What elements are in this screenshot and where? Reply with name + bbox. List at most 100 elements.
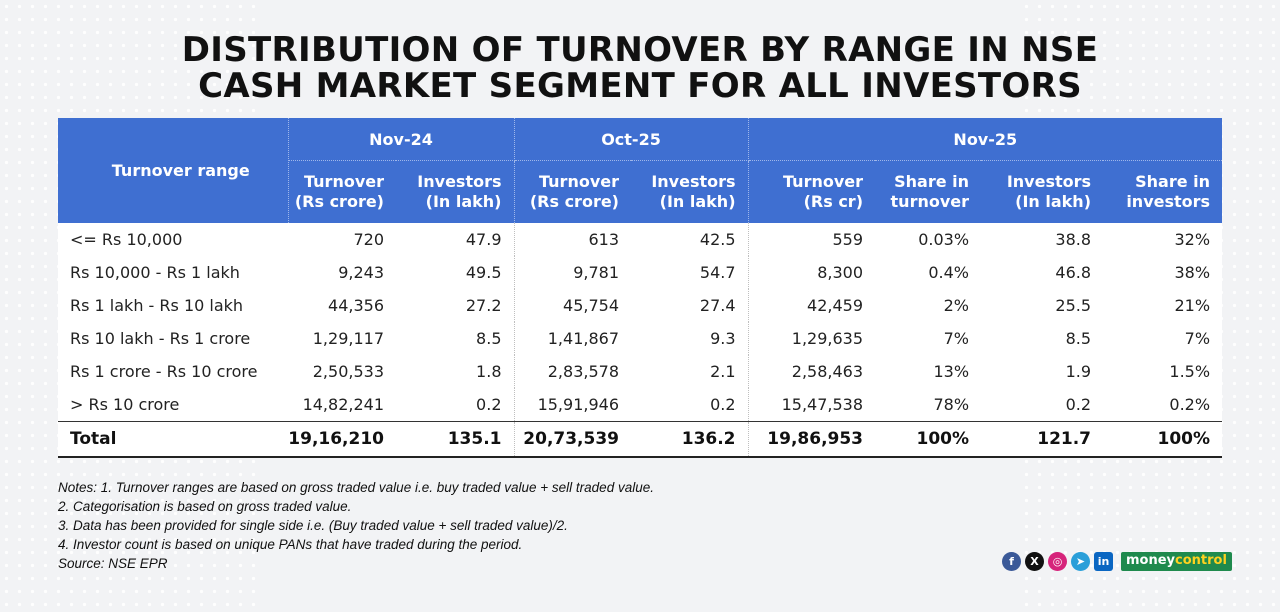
column-header-line2: (In lakh) [659,192,736,211]
table-row: Rs 1 crore - Rs 10 crore 2,50,533 1.8 2,83,… [58,355,1223,388]
column-header-line1: Investors [651,172,736,191]
table-cell: 2% [875,289,982,322]
facebook-icon[interactable]: f [1002,551,1021,571]
table-cell: 9.3 [631,322,749,355]
table-cell: 1.8 [396,355,515,388]
x-icon[interactable]: X [1025,551,1044,571]
table-cell: 8.5 [396,322,515,355]
row-label: <= Rs 10,000 [58,223,288,256]
column-header-7: Share in investors [1103,160,1223,223]
column-header-line1: Turnover [783,172,864,191]
note-line: 3. Data has been provided for single sid… [58,518,568,533]
table-cell: 47.9 [396,223,515,256]
table-cell: 45,754 [514,289,631,322]
column-header-line2: turnover [890,192,970,211]
group-header-nov25: Nov-25 [748,118,1223,161]
table-cell: 7% [875,322,982,355]
table-cell: 9,243 [288,256,396,289]
table-cell: 100% [875,421,982,458]
title-line-2: CASH MARKET SEGMENT FOR ALL INVESTORS [198,66,1082,106]
table-cell: 8,300 [748,256,876,289]
row-label: Rs 1 lakh - Rs 10 lakh [58,289,288,322]
telegram-icon[interactable]: ➤ [1071,551,1090,571]
table-row: <= Rs 10,000 720 47.9 613 42.5 559 0.03% 38.8 32… [58,223,1223,256]
column-header-line1: Investors [1006,172,1092,191]
moneycontrol-logo[interactable]: moneycontrol [1121,551,1232,571]
table-cell: 20,73,539 [514,421,631,458]
table-cell: 27.4 [631,289,749,322]
column-header-row: Turnover (Rs crore) Investors (In lakh) Turn… [58,160,1223,223]
column-header-line2: (Rs crore) [529,192,619,211]
table-cell: 613 [514,223,631,256]
table-cell: 13% [875,355,982,388]
table-cell: 0.4% [875,256,982,289]
social-bar: f X ◎ ➤ in moneycontrol [1002,550,1232,572]
row-label: > Rs 10 crore [58,388,288,422]
title-line-1: DISTRIBUTION OF TURNOVER BY RANGE IN NSE [181,30,1099,70]
column-header-1: Investors (In lakh) [396,160,515,223]
table-cell: 54.7 [631,256,749,289]
table-cell: 2.1 [631,355,749,388]
table-cell: 8.5 [981,322,1104,355]
column-header-line2: (In lakh) [1015,192,1092,211]
table-cell: 46.8 [981,256,1104,289]
table-cell: 2,83,578 [514,355,631,388]
turnover-table: Turnover range Nov-24 Oct-25 Nov-25 Turn… [58,118,1223,458]
instagram-icon[interactable]: ◎ [1048,551,1067,571]
column-header-5: Share in turnover [875,160,982,223]
table-cell: 38% [1103,256,1223,289]
table-row: Rs 10 lakh - Rs 1 crore 1,29,117 8.5 1,41,8… [58,322,1223,355]
table-cell: 1,29,635 [748,322,876,355]
column-header-2: Turnover (Rs crore) [514,160,631,223]
table-cell: 2,58,463 [748,355,876,388]
row-header: Turnover range [58,118,289,223]
group-header-oct25: Oct-25 [514,118,749,161]
column-header-line2: (Rs crore) [294,192,384,211]
column-header-line1: Turnover [304,172,384,191]
table-cell: 1,29,117 [288,322,396,355]
column-header-6: Investors (In lakh) [981,160,1104,223]
table-cell: 100% [1103,421,1223,458]
column-header-0: Turnover (Rs crore) [288,160,396,223]
table-cell: 136.2 [631,421,749,458]
column-header-line2: investors [1126,192,1211,211]
table-cell: 0.2% [1103,388,1223,422]
column-header-line1: Turnover [539,172,619,191]
page-title: DISTRIBUTION OF TURNOVER BY RANGE IN NSE… [0,32,1280,104]
group-header-nov24: Nov-24 [288,118,515,161]
table-cell: 78% [875,388,982,422]
table-cell: 42.5 [631,223,749,256]
notes-block: Notes: 1. Turnover ranges are based on g… [58,478,858,573]
table-cell: 15,91,946 [514,388,631,422]
source-line: Source: NSE EPR [58,556,168,571]
column-header-line1: Share in [894,172,970,191]
table-cell: 32% [1103,223,1223,256]
column-header-3: Investors (In lakh) [631,160,749,223]
table-row: Rs 10,000 - Rs 1 lakh 9,243 49.5 9,781 54.7 8… [58,256,1223,289]
linkedin-icon[interactable]: in [1094,551,1113,571]
column-header-line2: (Rs cr) [803,192,864,211]
row-label: Rs 1 crore - Rs 10 crore [58,355,288,388]
note-line: 4. Investor count is based on unique PAN… [58,537,523,552]
table-cell: 0.2 [396,388,515,422]
logo-part-2: control [1175,552,1227,568]
table-cell: 44,356 [288,289,396,322]
table-cell: 1.5% [1103,355,1223,388]
row-label: Total [58,421,288,458]
turnover-table-container: Turnover range Nov-24 Oct-25 Nov-25 Turn… [58,118,1223,458]
column-header-line1: Investors [417,172,502,191]
note-line: 2. Categorisation is based on gross trad… [58,499,352,514]
logo-part-1: money [1126,552,1176,568]
note-line: Notes: 1. Turnover ranges are based on g… [58,480,654,495]
column-header-line2: (In lakh) [425,192,502,211]
table-cell: 14,82,241 [288,388,396,422]
table-cell: 25.5 [981,289,1104,322]
table-cell: 42,459 [748,289,876,322]
table-cell: 121.7 [981,421,1104,458]
table-cell: 2,50,533 [288,355,396,388]
table-cell: 9,781 [514,256,631,289]
table-cell: 27.2 [396,289,515,322]
table-body: <= Rs 10,000 720 47.9 613 42.5 559 0.03% 38.8 32… [58,223,1223,458]
table-cell: 38.8 [981,223,1104,256]
table-cell: 21% [1103,289,1223,322]
